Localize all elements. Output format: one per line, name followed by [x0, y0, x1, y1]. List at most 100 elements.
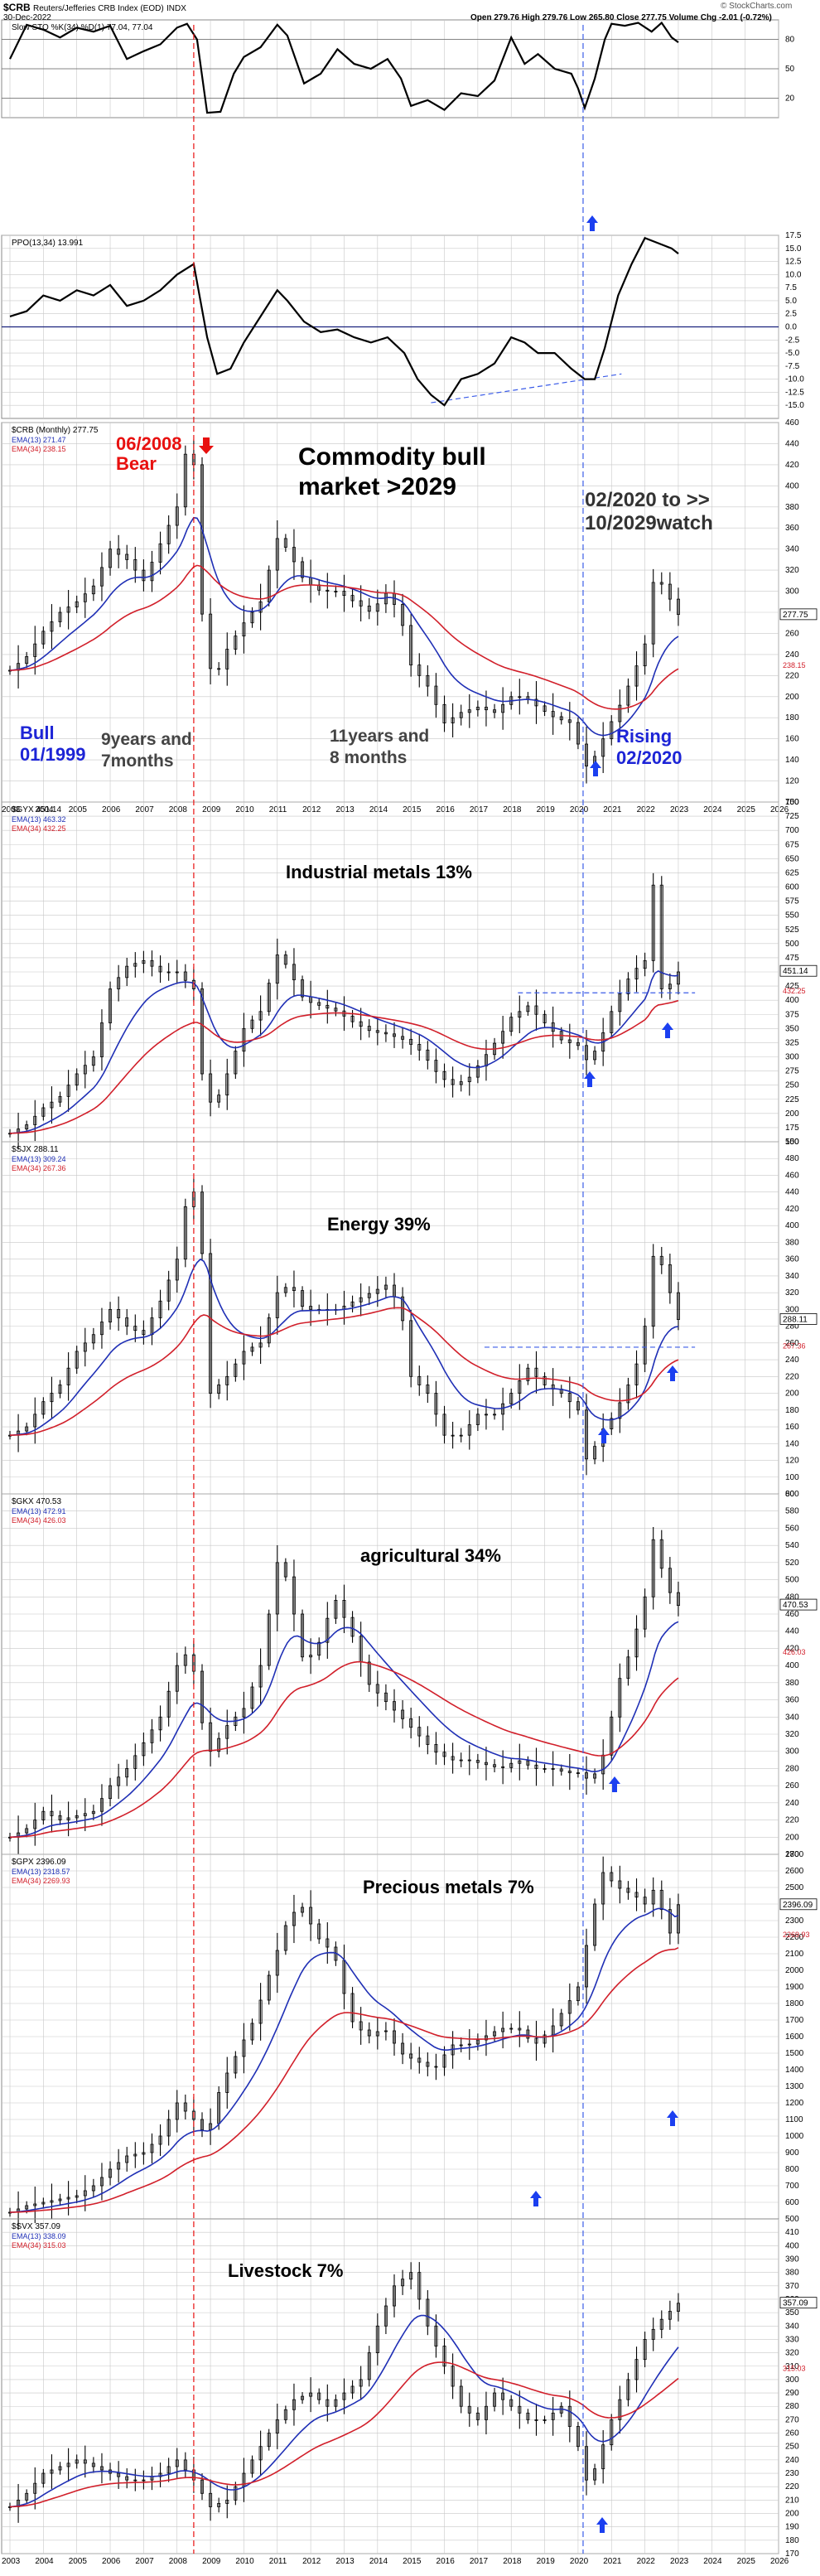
y-tick-label: -2.5 — [785, 336, 800, 345]
price-body — [576, 1772, 580, 1775]
y-tick-label: 390 — [785, 2255, 799, 2264]
x-tick-label: 2012 — [302, 2557, 321, 2566]
duration-2-line-2: 8 months — [330, 748, 408, 767]
price-body — [543, 1013, 547, 1023]
y-tick-label: 240 — [785, 1799, 799, 1808]
ema-34-line — [9, 564, 679, 710]
x-tick-label: 2025 — [737, 805, 756, 814]
price-body — [676, 598, 680, 615]
price-body — [668, 1568, 672, 1593]
price-body — [467, 1759, 471, 1762]
price-body — [383, 2030, 388, 2032]
price-body — [133, 558, 137, 571]
price-body — [117, 2472, 121, 2477]
price-body — [183, 1206, 187, 1260]
legend-ema-13: EMA(13) 463.32 — [12, 815, 66, 824]
panel-label: $GYX 451.14 — [12, 805, 61, 814]
price-body — [601, 2444, 605, 2470]
y-tick-label: 200 — [785, 2510, 799, 2519]
y-tick-label: 800 — [785, 2165, 799, 2174]
price-body — [659, 1255, 663, 1265]
indicator-line — [9, 21, 679, 114]
price-body — [576, 2426, 580, 2448]
price-body — [567, 1393, 572, 1403]
price-body — [451, 2366, 455, 2387]
y-tick-label: 160 — [785, 1423, 799, 1432]
y-tick-label: 360 — [785, 524, 799, 533]
price-body — [668, 2311, 672, 2320]
price-body — [125, 965, 129, 979]
price-body — [593, 1051, 597, 1061]
price-body — [275, 1562, 279, 1615]
price-body — [475, 1066, 480, 1078]
price-body — [50, 2200, 54, 2203]
price-body — [41, 2201, 46, 2205]
price-body — [493, 1414, 497, 1416]
y-tick-label: 525 — [785, 926, 799, 935]
x-tick-label: 2024 — [703, 805, 722, 814]
price-body — [643, 959, 647, 969]
price-body — [618, 1880, 622, 1889]
x-tick-label: 2008 — [169, 805, 188, 814]
price-body — [234, 2486, 238, 2501]
price-body — [392, 2285, 396, 2307]
rising-date-label: 02/2020 — [616, 747, 683, 768]
price-body — [434, 2325, 438, 2346]
price-body — [150, 959, 154, 967]
price-body — [183, 2102, 187, 2112]
price-body — [158, 543, 162, 563]
price-body — [317, 2392, 321, 2400]
price-body — [309, 1655, 313, 1658]
price-body — [459, 1081, 463, 1085]
ema-34-line — [9, 2361, 679, 2508]
y-tick-label: 540 — [785, 1541, 799, 1550]
y-tick-label: -5.0 — [785, 349, 800, 358]
price-body — [301, 1907, 305, 1913]
last-value-label: 277.75 — [783, 611, 808, 620]
blue-up-arrow-icon — [586, 215, 598, 231]
duration-2-line-1: 11years and — [330, 727, 430, 746]
y-tick-label: 260 — [785, 1339, 799, 1348]
y-tick-label: 80 — [785, 1490, 795, 1499]
y-tick-label: 320 — [785, 1730, 799, 1739]
y-tick-label: 15.0 — [785, 244, 802, 254]
price-body — [475, 2412, 480, 2420]
panel-1: 17.5 15.0 12.5 10.0 7.5 5.0 2.5 0.0 -2.5 -5.0 -7.5… — [1, 215, 804, 419]
ema-34-line — [9, 1307, 679, 1436]
price-body — [651, 884, 655, 961]
legend-ema-34: EMA(34) 267.36 — [12, 1164, 66, 1172]
price-body — [383, 1692, 388, 1703]
y-tick-label: 1800 — [785, 1999, 804, 2008]
y-tick-label: 120 — [785, 1457, 799, 1466]
y-tick-label: 325 — [785, 1038, 799, 1047]
price-body — [668, 984, 672, 989]
price-body — [41, 631, 46, 645]
price-body — [99, 1322, 104, 1336]
y-tick-label: 520 — [785, 1559, 799, 1568]
legend-ema-13: EMA(13) 271.47 — [12, 436, 66, 444]
x-tick-label: 2003 — [2, 2557, 21, 2566]
y-tick-label: 0.0 — [785, 323, 797, 332]
price-body — [651, 582, 655, 645]
price-body — [83, 1065, 87, 1075]
price-body — [133, 1326, 137, 1331]
blue-up-arrow-icon — [598, 1428, 610, 1443]
blue-up-arrow-icon — [662, 1022, 673, 1038]
price-body — [109, 549, 113, 568]
price-body — [334, 1008, 338, 1012]
price-body — [618, 2399, 622, 2420]
price-body — [326, 1004, 330, 1009]
price-body — [493, 2031, 497, 2037]
price-body — [150, 2143, 154, 2153]
last-value-tag — [779, 1598, 818, 1611]
price-body — [359, 2021, 363, 2031]
y-tick-label: 10.0 — [785, 270, 802, 279]
price-body — [91, 1334, 95, 1344]
y-tick-label: 250 — [785, 1081, 799, 1090]
price-body — [200, 1670, 204, 1723]
price-body — [166, 2119, 171, 2137]
price-body — [576, 1986, 580, 2002]
price-body — [267, 1974, 271, 2001]
price-body — [309, 2392, 313, 2397]
price-body — [292, 547, 296, 563]
